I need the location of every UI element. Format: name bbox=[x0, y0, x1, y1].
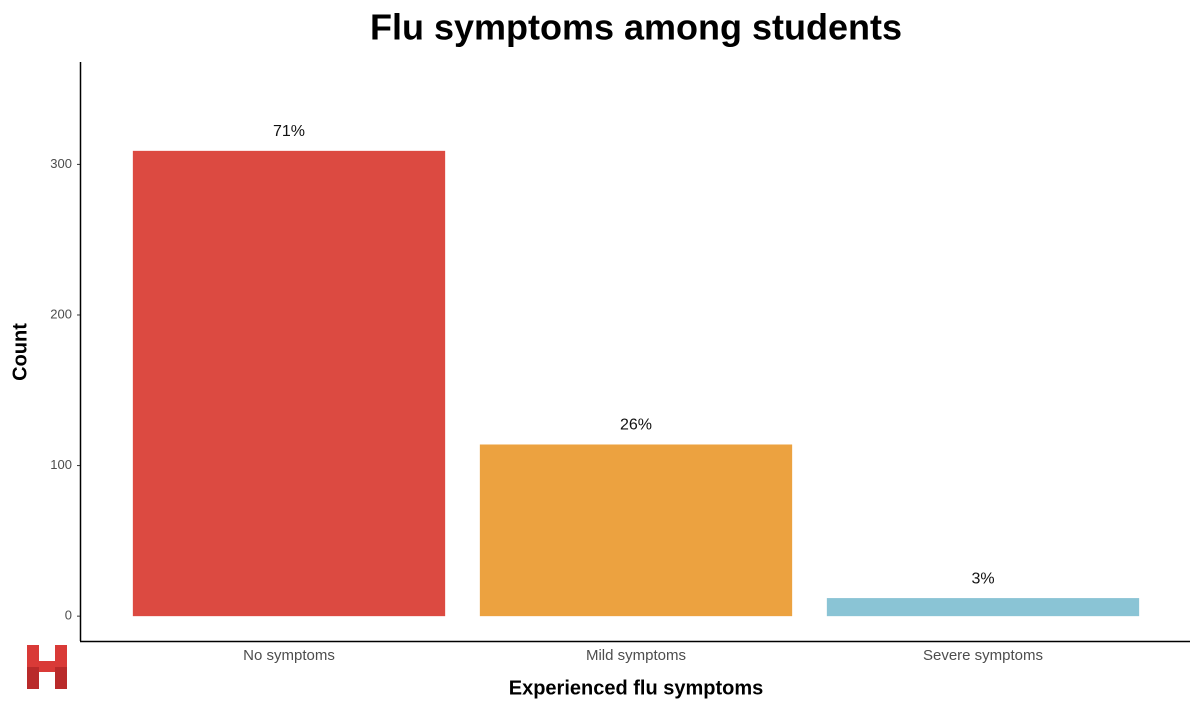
bar bbox=[826, 598, 1140, 617]
bar-label: 71% bbox=[273, 123, 305, 140]
x-tick-label: No symptoms bbox=[243, 647, 335, 664]
logo bbox=[27, 645, 67, 689]
y-tick-label: 100 bbox=[50, 457, 72, 472]
bar-label: 26% bbox=[620, 417, 652, 434]
x-axis-title: Experienced flu symptoms bbox=[509, 677, 764, 699]
y-axis-title: Count bbox=[9, 323, 31, 381]
y-tick-label: 200 bbox=[50, 306, 72, 321]
bar bbox=[479, 444, 793, 617]
bar-label: 3% bbox=[971, 570, 994, 587]
chart-title: Flu symptoms among students bbox=[370, 7, 902, 48]
bar bbox=[132, 150, 446, 617]
x-tick-label: Severe symptoms bbox=[923, 647, 1043, 664]
y-tick-label: 300 bbox=[50, 156, 72, 171]
x-tick-label: Mild symptoms bbox=[586, 647, 686, 664]
y-tick-label: 0 bbox=[65, 608, 72, 623]
